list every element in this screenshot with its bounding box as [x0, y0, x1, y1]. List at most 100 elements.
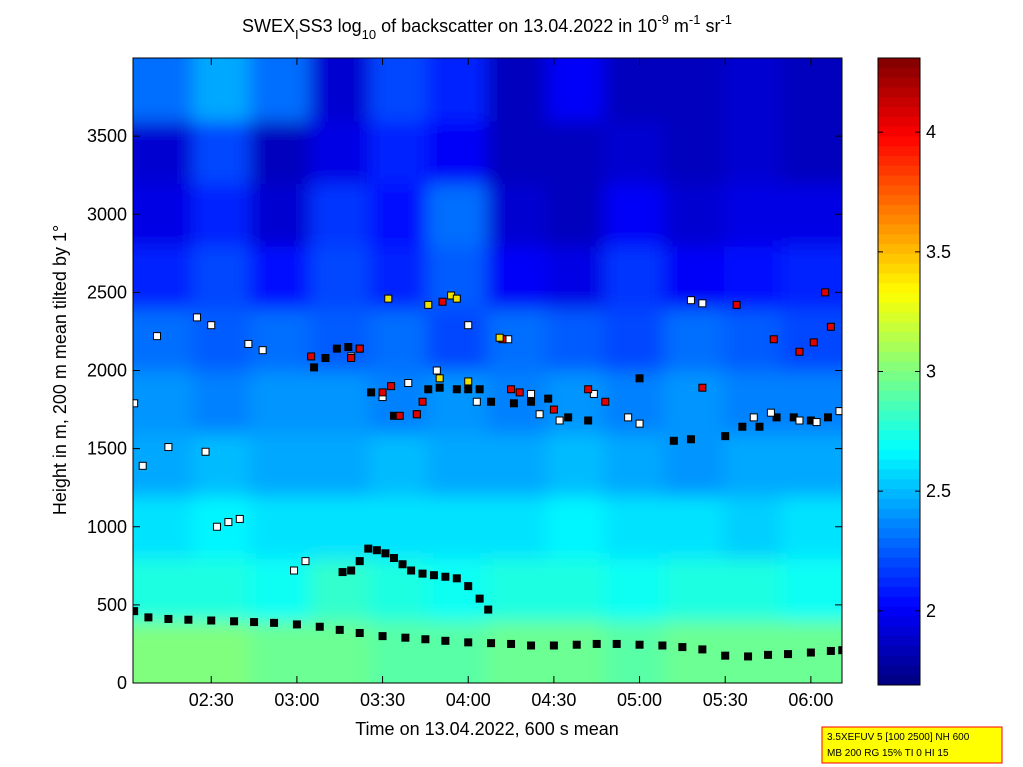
detection-marker: [464, 385, 473, 394]
detection-marker: [589, 389, 598, 398]
heat-cell: [546, 183, 608, 247]
heat-cell: [663, 558, 725, 622]
heat-cell: [426, 495, 488, 559]
heat-cell: [369, 620, 431, 683]
detection-marker: [307, 352, 316, 361]
y-tick-label: 0: [117, 673, 127, 693]
heat-cell: [249, 620, 311, 683]
colorbar-swatch: [878, 302, 920, 314]
heat-cell: [309, 58, 371, 122]
detection-marker: [795, 416, 804, 425]
detection-marker: [441, 572, 450, 581]
heat-cell: [486, 245, 548, 309]
colorbar-swatch: [878, 508, 920, 519]
colorbar-swatch: [878, 322, 920, 333]
colorbar-swatch: [878, 224, 920, 235]
colorbar-swatch: [878, 293, 920, 304]
heat-cell: [426, 433, 488, 497]
detection-marker: [686, 296, 695, 305]
detection-marker: [290, 566, 299, 575]
heat-cell: [603, 120, 665, 184]
colorbar-swatch: [878, 263, 920, 275]
detection-marker: [258, 346, 267, 355]
colorbar-tick-label: 3.5: [926, 242, 951, 262]
colorbar-swatch: [878, 97, 920, 108]
detection-marker: [381, 549, 390, 558]
heat-cell: [603, 308, 665, 372]
colorbar-swatch: [878, 312, 920, 324]
detection-marker: [438, 297, 447, 306]
colorbar-swatch: [878, 67, 920, 79]
heat-cell: [663, 370, 725, 434]
colorbar-swatch: [878, 440, 920, 451]
colorbar-swatch: [878, 58, 920, 69]
y-tick-label: 1000: [87, 517, 127, 537]
title-part: SWEX: [242, 16, 295, 36]
heat-cell: [663, 183, 725, 247]
detection-marker: [744, 652, 753, 661]
colorbar-tick-label: 2.5: [926, 481, 951, 501]
heat-cell: [249, 245, 311, 309]
detection-marker: [495, 333, 504, 342]
heat-cell: [780, 433, 842, 497]
detection-marker: [230, 617, 239, 626]
heat-cell: [369, 308, 431, 372]
colorbar-swatch: [878, 214, 920, 226]
detection-marker: [749, 413, 758, 422]
heat-cell: [723, 183, 785, 247]
colorbar-tick-label: 2: [926, 601, 936, 621]
detection-marker: [601, 397, 610, 406]
detection-marker: [555, 416, 564, 425]
heat-cell: [133, 58, 194, 122]
heat-cell: [486, 183, 548, 247]
colorbar-swatch: [878, 459, 920, 470]
detection-marker: [424, 385, 433, 394]
detection-marker: [335, 625, 344, 634]
detection-marker: [235, 514, 244, 523]
heat-cell: [249, 370, 311, 434]
colorbar-swatch: [878, 645, 920, 657]
detection-marker: [389, 554, 398, 562]
detection-marker: [270, 618, 279, 627]
colorbar-swatch: [878, 420, 920, 431]
detection-marker: [812, 418, 821, 427]
detection-marker: [435, 374, 444, 383]
y-tick-label: 500: [97, 595, 127, 615]
colorbar-swatch: [878, 342, 920, 353]
detection-marker: [201, 447, 210, 456]
detection-marker: [315, 622, 324, 631]
detection-marker: [421, 635, 430, 644]
heat-cell: [249, 433, 311, 497]
colorbar-swatch: [878, 479, 920, 490]
x-tick-label: 03:30: [360, 690, 405, 710]
detection-marker: [464, 638, 473, 647]
colorbar-swatch: [878, 449, 920, 461]
detection-marker: [487, 639, 496, 648]
heat-cell: [249, 558, 311, 622]
heatmap-cells: [133, 58, 842, 683]
x-tick-label: 05:30: [703, 690, 748, 710]
heat-cell: [426, 183, 488, 247]
detection-marker: [769, 335, 778, 344]
detection-marker: [464, 582, 473, 591]
detection-marker: [475, 385, 484, 394]
colorbar-swatch: [878, 518, 920, 529]
detection-marker: [698, 299, 707, 308]
detection-marker: [367, 388, 376, 397]
heat-cell: [192, 433, 254, 497]
colorbar-swatch: [878, 557, 920, 568]
heat-cell: [426, 620, 488, 683]
heat-cell: [780, 120, 842, 184]
colorbar-swatch: [878, 351, 920, 363]
colorbar-swatch: [878, 87, 920, 98]
y-tick-label: 3000: [87, 204, 127, 224]
heat-cell: [780, 245, 842, 309]
heat-cell: [663, 495, 725, 559]
detection-marker: [418, 569, 427, 578]
colorbar-swatch: [878, 606, 920, 617]
colorbar-swatch: [878, 332, 920, 343]
detection-marker: [144, 613, 153, 622]
detection-marker: [527, 397, 536, 406]
heat-cell: [663, 308, 725, 372]
